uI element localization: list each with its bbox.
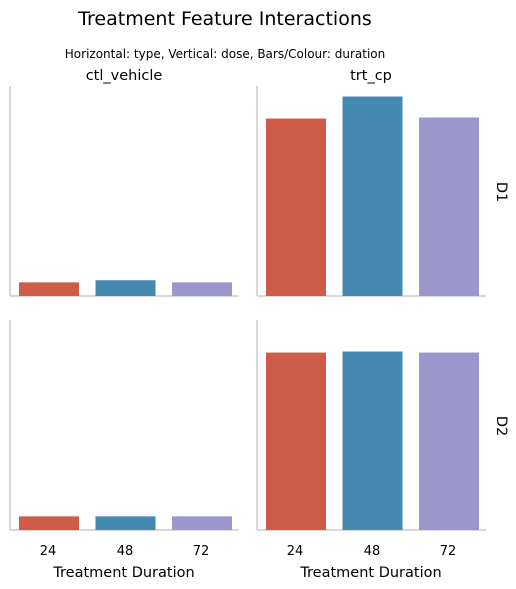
x-tick-label: 72 xyxy=(440,544,457,559)
x-axis-title: Treatment Duration xyxy=(52,565,194,581)
bar-ctl-vehicle-d1-24 xyxy=(19,282,79,296)
bar-trt-cp-d1-48 xyxy=(342,96,403,296)
row-title-d1: D1 xyxy=(493,182,509,202)
row-title-d2: D2 xyxy=(493,416,509,436)
bar-ctl-vehicle-d1-48 xyxy=(95,280,156,296)
x-tick-label: 72 xyxy=(193,544,210,559)
col-title-ctl-vehicle: ctl_vehicle xyxy=(86,68,163,84)
x-tick-label: 24 xyxy=(40,544,57,559)
bar-ctl-vehicle-d2-24 xyxy=(19,516,79,530)
bar-trt-cp-d2-72 xyxy=(419,352,479,530)
chart-panels xyxy=(9,86,486,531)
bar-trt-cp-d1-24 xyxy=(266,118,326,296)
bar-ctl-vehicle-d2-48 xyxy=(95,516,156,530)
col-title-trt-cp: trt_cp xyxy=(350,68,392,84)
bar-trt-cp-d1-72 xyxy=(419,117,479,296)
x-tick-label: 48 xyxy=(364,544,381,559)
bar-trt-cp-d2-48 xyxy=(342,351,403,530)
x-tick-label: 48 xyxy=(117,544,134,559)
bar-ctl-vehicle-d2-72 xyxy=(172,516,232,530)
bar-trt-cp-d2-24 xyxy=(266,352,326,530)
x-axis-title: Treatment Duration xyxy=(299,565,441,581)
x-tick-label: 24 xyxy=(287,544,304,559)
chart-subtitle: Horizontal: type, Vertical: dose, Bars/C… xyxy=(65,47,385,61)
chart-title: Treatment Feature Interactions xyxy=(77,8,372,30)
bar-ctl-vehicle-d1-72 xyxy=(172,282,232,296)
